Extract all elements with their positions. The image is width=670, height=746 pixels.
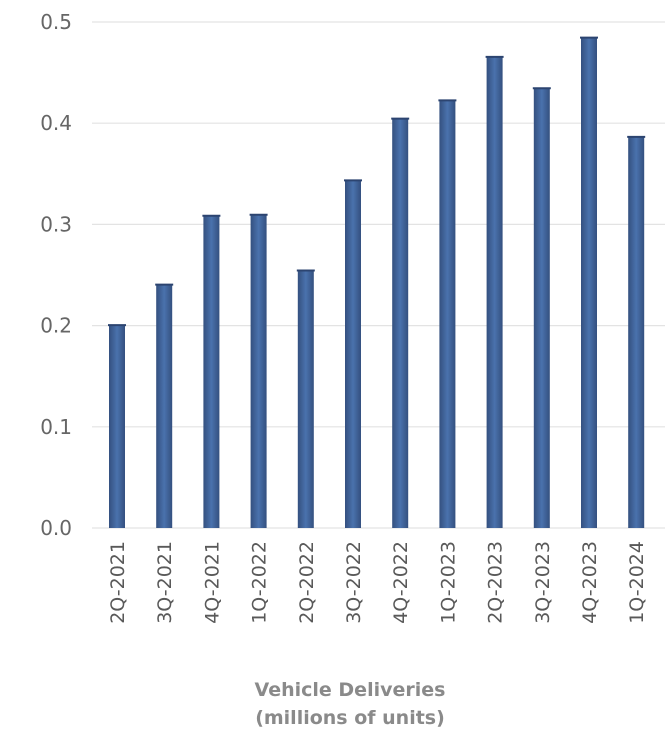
y-tick-label: 0.2 bbox=[40, 314, 72, 338]
x-tick-label: 1Q-2022 bbox=[249, 541, 271, 624]
bar bbox=[297, 269, 314, 528]
bar-group bbox=[344, 179, 362, 528]
bar-group bbox=[296, 269, 315, 528]
bar bbox=[533, 87, 550, 528]
bar-group bbox=[202, 214, 221, 529]
bar-group bbox=[108, 324, 126, 528]
y-tick-label: 0.4 bbox=[40, 111, 72, 135]
bar-group bbox=[249, 213, 268, 528]
y-tick-label: 0.0 bbox=[40, 516, 72, 540]
gridlines bbox=[92, 21, 665, 529]
bar-group bbox=[580, 36, 598, 529]
x-tick-label: 2Q-2021 bbox=[107, 541, 129, 624]
bar bbox=[486, 56, 503, 529]
x-tick-label: 3Q-2022 bbox=[343, 541, 365, 624]
x-axis-label-line-1: Vehicle Deliveries bbox=[255, 679, 446, 701]
bar bbox=[156, 284, 173, 528]
x-axis-ticks: 2Q-2021 3Q-2021 4Q-2021 1Q-2022 2Q-2022 3Q-20… bbox=[107, 541, 648, 624]
x-tick-label: 1Q-2023 bbox=[437, 541, 459, 624]
x-tick-label: 4Q-2022 bbox=[390, 541, 412, 624]
x-tick-label: 1Q-2024 bbox=[626, 541, 648, 624]
x-axis-label-line-2: (millions of units) bbox=[255, 707, 445, 729]
y-tick-label: 0.1 bbox=[40, 415, 72, 439]
y-tick-label: 0.3 bbox=[40, 212, 72, 236]
bar-group bbox=[438, 99, 457, 528]
bar-group bbox=[391, 117, 410, 528]
bar bbox=[345, 179, 361, 528]
bar bbox=[203, 215, 220, 529]
bar-group bbox=[532, 87, 551, 528]
bar bbox=[439, 99, 456, 528]
bars bbox=[108, 36, 646, 529]
y-axis-ticks: 0.0 0.1 0.2 0.3 0.4 0.5 bbox=[40, 10, 72, 540]
bar-group bbox=[155, 283, 174, 528]
x-tick-label: 3Q-2021 bbox=[154, 541, 176, 624]
bar-group bbox=[627, 135, 646, 528]
x-tick-label: 4Q-2021 bbox=[201, 541, 223, 624]
bar bbox=[581, 37, 597, 529]
x-tick-label: 4Q-2023 bbox=[579, 541, 601, 624]
x-tick-label: 2Q-2023 bbox=[485, 541, 507, 624]
bar bbox=[109, 324, 125, 528]
x-tick-label: 2Q-2022 bbox=[296, 541, 318, 624]
bar bbox=[392, 118, 409, 528]
bar-group bbox=[485, 55, 504, 529]
bar bbox=[250, 214, 267, 528]
y-tick-label: 0.5 bbox=[40, 10, 72, 34]
x-tick-label: 3Q-2023 bbox=[532, 541, 554, 624]
bar bbox=[628, 136, 645, 528]
